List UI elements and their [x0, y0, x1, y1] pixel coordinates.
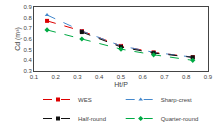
svg-text:Half-round: Half-round	[78, 116, 106, 122]
svg-text:0.8: 0.8	[23, 15, 32, 21]
svg-text:0.9: 0.9	[23, 4, 32, 10]
svg-text:0.2: 0.2	[52, 74, 61, 80]
svg-text:0.1: 0.1	[30, 74, 39, 80]
svg-text:Cd (m³): Cd (m³)	[14, 27, 22, 51]
svg-text:0.3: 0.3	[23, 68, 32, 74]
svg-text:0.3: 0.3	[73, 74, 82, 80]
svg-text:0.8: 0.8	[182, 74, 191, 80]
svg-text:0.6: 0.6	[23, 36, 32, 42]
svg-text:0.6: 0.6	[139, 74, 148, 80]
svg-text:Ht/P: Ht/P	[114, 81, 128, 88]
svg-text:0.4: 0.4	[95, 74, 104, 80]
svg-text:0.7: 0.7	[23, 25, 32, 31]
svg-text:Sharp-crest: Sharp-crest	[161, 97, 192, 103]
svg-text:0.4: 0.4	[23, 57, 32, 63]
svg-text:0.9: 0.9	[204, 74, 213, 80]
svg-text:0.7: 0.7	[160, 74, 169, 80]
svg-text:0.5: 0.5	[23, 47, 32, 53]
svg-text:WES: WES	[78, 97, 92, 103]
svg-text:Quarter-round: Quarter-round	[161, 116, 199, 122]
svg-text:0.5: 0.5	[117, 74, 126, 80]
